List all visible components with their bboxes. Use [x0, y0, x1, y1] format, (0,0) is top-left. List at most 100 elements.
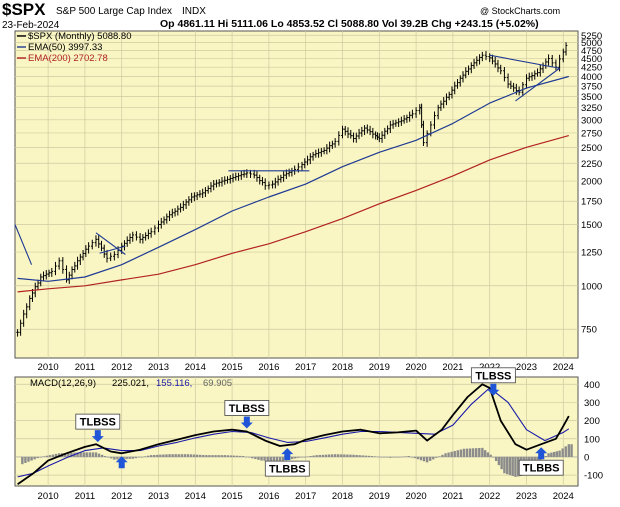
price-x-tick-label: 2024 [553, 362, 574, 373]
macd-histogram-bar [275, 456, 279, 462]
macd-histogram-bar [552, 451, 556, 457]
legend-ema200: EMA(200) 2702.78 [28, 53, 108, 64]
macd-histogram-bar [107, 456, 110, 458]
annotation-label: TLBSS [80, 417, 116, 429]
macd-histogram-bar [367, 455, 371, 457]
macd-histogram-bar [21, 456, 24, 465]
annotation-label: TLBSS [475, 370, 511, 382]
macd-histogram-bar [33, 456, 36, 460]
macd-histogram-bar [555, 451, 559, 457]
macd-histogram-bar [340, 454, 343, 457]
macd-histogram-bar [180, 454, 184, 457]
macd-histogram-bar [269, 456, 272, 462]
trendline [489, 54, 560, 69]
macd-legend-name: MACD(12,26,9) [30, 378, 96, 389]
annotation-box [518, 459, 564, 476]
macd-histogram-bar [192, 454, 196, 457]
ema200-line [17, 135, 569, 293]
trendline [95, 232, 126, 255]
macd-histogram-bar [324, 454, 328, 457]
arrow-up-icon [535, 447, 548, 460]
macd-histogram-bar [235, 455, 239, 457]
price-x-tick-label: 2010 [38, 362, 59, 373]
macd-histogram-bar [140, 456, 144, 458]
price-y-tick-label: 5000 [581, 38, 602, 49]
macd-histogram-bar [171, 454, 174, 457]
macd-histogram-bar [57, 453, 61, 457]
macd-histogram-bar [248, 456, 251, 458]
macd-histogram-bar [54, 453, 58, 457]
macd-histogram-bar [564, 446, 567, 457]
macd-histogram-bar [97, 453, 101, 457]
price-y-tick-label: 4250 [581, 63, 602, 74]
macd-histogram-bar [82, 452, 85, 457]
macd-legend-value: 225.021, [112, 378, 149, 389]
date-label: 23-Feb-2024 [2, 20, 60, 31]
macd-histogram-bar [263, 456, 266, 461]
macd-annotation: TLBSS [224, 400, 270, 429]
macd-histogram-bar [48, 455, 52, 457]
symbol-label: $SPX [2, 0, 46, 19]
macd-histogram-bar [517, 456, 520, 477]
macd-annotation: TLBBS [264, 448, 310, 477]
macd-histogram-bar [153, 454, 156, 457]
macd-legend-hist: 69.905 [203, 378, 232, 389]
macd-histogram-bar [165, 454, 168, 457]
macd-histogram-bar [278, 456, 282, 462]
macd-histogram-bar [459, 449, 463, 457]
arrow-down-icon [91, 430, 104, 443]
macd-histogram-bar [346, 454, 349, 457]
macd-histogram-bar [297, 456, 300, 458]
macd-histogram-bar [383, 456, 386, 458]
price-panel [14, 30, 579, 359]
macd-histogram-bar [413, 456, 417, 459]
macd-legend-signal: 155.116, [156, 378, 192, 389]
price-x-tick-label: 2016 [258, 362, 279, 373]
macd-histogram-bar [156, 454, 159, 457]
macd-y-tick-label: 100 [584, 434, 600, 445]
price-y-tick-label: 3500 [581, 92, 602, 103]
macd-histogram-bar [416, 456, 420, 460]
macd-histogram-bar [149, 455, 153, 457]
macd-histogram-bar [494, 456, 498, 462]
macd-annotation: TLBSS [75, 413, 121, 443]
macd-histogram-bar [544, 456, 548, 457]
macd-histogram-bar [137, 456, 141, 458]
macd-histogram-bar [36, 456, 39, 459]
macd-histogram-bar [483, 450, 487, 457]
macd-histogram-bar [392, 456, 395, 458]
macd-histogram-bar [318, 454, 322, 457]
macd-histogram-bar [398, 456, 401, 458]
price-y-tick-label: 2000 [581, 177, 602, 188]
macd-histogram-bar [558, 450, 561, 457]
macd-y-tick-label: 200 [584, 416, 600, 427]
macd-histogram-bar [425, 456, 429, 463]
macd-histogram-bar [373, 456, 377, 457]
macd-histogram-bar [330, 454, 334, 457]
macd-histogram-bar [428, 456, 432, 461]
macd-histogram-bar [214, 455, 217, 457]
macd-line [17, 383, 570, 485]
macd-histogram-bar [241, 456, 245, 457]
macd-histogram-bar [450, 451, 453, 457]
price-x-tick-label: 2013 [148, 362, 169, 373]
macd-annotation: TLBBS [518, 447, 564, 476]
ohlc-readout: Op 4861.11 Hi 5111.06 Lo 4853.52 Cl 5088… [160, 18, 539, 30]
macd-histogram-bar [245, 456, 248, 458]
macd-histogram-bar [254, 456, 257, 460]
macd-histogram-bar [505, 456, 509, 475]
macd-histogram-bar [291, 456, 294, 460]
macd-histogram-bar [134, 456, 138, 459]
annotation-label: TLBSS [229, 403, 265, 415]
macd-x-tick-label: 2012 [111, 491, 132, 502]
macd-x-tick-label: 2023 [516, 491, 537, 502]
macd-histogram-bar [217, 455, 220, 457]
macd-histogram-bar [492, 456, 495, 458]
macd-histogram-bar [88, 452, 92, 457]
macd-histogram-bar [281, 456, 285, 461]
macd-histogram-bar [45, 455, 49, 457]
macd-histogram-bar [570, 444, 573, 457]
macd-histogram-bar [195, 454, 199, 457]
price-x-tick-label: 2015 [222, 362, 243, 373]
